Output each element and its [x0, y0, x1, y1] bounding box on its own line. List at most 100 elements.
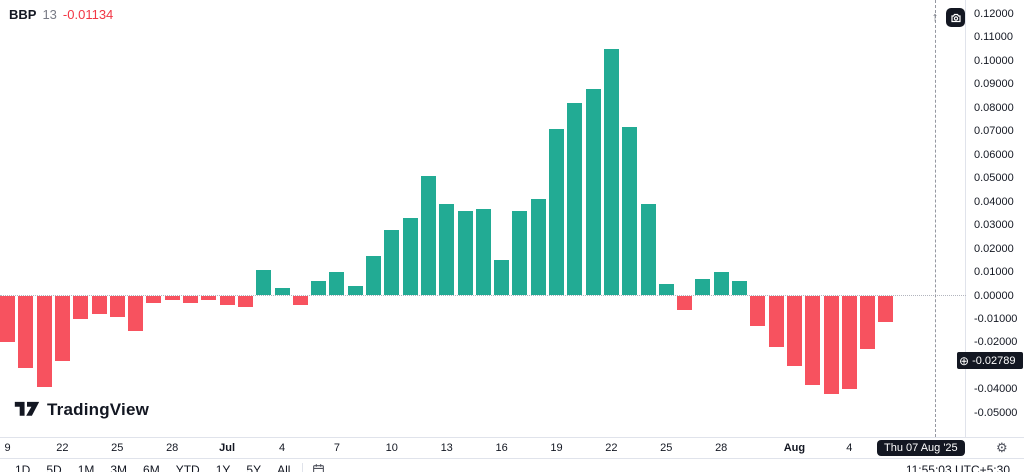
price-crosshair-badge[interactable]: ⊕ -0.02789 — [957, 352, 1023, 370]
histogram-bar — [183, 295, 198, 303]
range-buttons: 1D 5D 1M 3M 6M YTD 1Y 5Y All — [8, 461, 297, 472]
price-axis-label: 0.07000 — [974, 125, 1014, 138]
indicator-period: 13 — [42, 7, 57, 22]
histogram-bar — [603, 49, 619, 296]
range-button-1m[interactable]: 1M — [71, 461, 102, 472]
bottom-toolbar: 1D 5D 1M 3M 6M YTD 1Y 5Y All 11:55:03 UTC+5:30 — [0, 458, 1024, 472]
histogram-bar — [549, 128, 564, 296]
arrow-up-icon[interactable]: ↑ — [931, 9, 939, 24]
histogram-bar — [0, 295, 15, 343]
price-axis-label: -0.04000 — [974, 383, 1018, 396]
histogram-bar — [622, 126, 638, 296]
histogram-bar — [366, 255, 381, 296]
range-button-5d[interactable]: 5D — [39, 461, 68, 472]
time-axis-label: 22 — [56, 442, 69, 454]
session-clock[interactable]: 11:55:03 UTC+5:30 — [905, 463, 1010, 472]
histogram-bar — [91, 295, 107, 315]
histogram-bar — [823, 295, 839, 395]
price-axis-label: 0.00000 — [974, 289, 1014, 302]
tradingview-logo-text: TradingView — [47, 400, 150, 419]
histogram-bar — [384, 229, 400, 296]
histogram-bar — [530, 199, 546, 296]
histogram-bar — [512, 211, 528, 296]
histogram-bar — [750, 295, 766, 326]
histogram-bar — [841, 295, 857, 390]
price-axis-label: -0.05000 — [974, 406, 1018, 419]
toolbar-divider — [302, 463, 304, 472]
histogram-bar — [768, 295, 784, 348]
histogram-bar — [329, 272, 345, 296]
range-button-1y[interactable]: 1Y — [209, 461, 238, 472]
histogram-bar — [109, 295, 125, 317]
histogram-bar — [347, 286, 363, 296]
time-axis-label: 25 — [111, 442, 124, 454]
histogram-bar — [73, 295, 89, 319]
time-axis-label: 19 — [550, 442, 563, 454]
histogram-bar — [36, 295, 52, 387]
tradingview-logo-icon — [14, 401, 40, 416]
time-axis[interactable]: 9 22 25 28 Jul 4 7 10 13 16 19 22 25 28 Aug 4 Thu 07 Au… — [0, 437, 1024, 458]
price-axis-label: 0.08000 — [974, 101, 1014, 114]
histogram-bar — [219, 295, 235, 305]
time-axis-label: 28 — [715, 442, 728, 454]
gear-icon[interactable]: ⚙ — [996, 440, 1008, 455]
time-axis-label: 4 — [278, 442, 286, 454]
price-axis-label: -0.01000 — [974, 312, 1018, 325]
histogram-bar — [860, 295, 876, 350]
time-axis-label: 28 — [166, 442, 179, 454]
zero-price-line — [0, 295, 966, 296]
price-badge-value: -0.02789 — [972, 354, 1016, 367]
crosshair-vertical-line — [935, 0, 936, 437]
time-axis-label: 22 — [605, 442, 618, 454]
range-button-3m[interactable]: 3M — [103, 461, 134, 472]
time-axis-label: 4 — [846, 442, 853, 454]
histogram-bar — [311, 281, 327, 296]
price-axis[interactable]: 0.12000 0.11000 0.10000 0.09000 0.08000 0.070… — [957, 0, 1024, 437]
histogram-bar — [475, 208, 491, 296]
time-axis-label: Aug — [783, 442, 806, 454]
plus-circle-icon[interactable]: ⊕ — [959, 353, 970, 368]
snapshot-button[interactable] — [946, 8, 965, 27]
go-to-date-button[interactable] — [308, 461, 329, 472]
histogram-bar — [164, 295, 180, 301]
date-crosshair-badge: Thu 07 Aug '25 — [877, 440, 965, 456]
histogram-bar — [585, 89, 601, 296]
histogram-bar — [237, 295, 253, 308]
histogram-bar — [878, 295, 894, 323]
calendar-icon — [313, 464, 325, 472]
time-axis-label: 25 — [660, 442, 673, 454]
histogram-bar — [256, 269, 272, 296]
camera-icon — [950, 13, 961, 22]
range-button-all[interactable]: All — [270, 461, 297, 472]
tradingview-logo[interactable]: TradingView — [14, 400, 149, 420]
price-axis-label: -0.02000 — [974, 336, 1018, 349]
price-axis-label: 0.06000 — [974, 148, 1014, 161]
histogram-bar — [54, 295, 70, 362]
price-axis-label: 0.05000 — [974, 172, 1014, 185]
price-axis-label: 0.09000 — [974, 78, 1014, 91]
histogram-bar — [695, 279, 711, 296]
indicator-value: -0.01134 — [62, 7, 114, 22]
indicator-title: BBP — [9, 7, 37, 22]
chart-plot-area[interactable]: BBP 13 -0.01134 ↑ TradingView — [0, 0, 966, 437]
time-axis-label: 16 — [495, 442, 508, 454]
histogram-bar — [567, 103, 583, 296]
histogram-bar — [494, 260, 510, 296]
histogram-bar — [18, 295, 34, 369]
range-button-ytd[interactable]: YTD — [169, 461, 207, 472]
time-axis-label: 7 — [333, 442, 340, 454]
range-button-1d[interactable]: 1D — [8, 461, 37, 472]
time-axis-label: 10 — [385, 442, 398, 454]
time-axis-label: 9 — [4, 442, 11, 454]
histogram-bar — [457, 211, 473, 296]
indicator-legend[interactable]: BBP 13 -0.01134 — [9, 7, 113, 22]
time-axis-label: Jul — [219, 442, 236, 454]
histogram-bar — [658, 283, 674, 296]
histogram-bar — [402, 218, 418, 296]
histogram-bar — [201, 295, 217, 301]
histogram-bar — [713, 272, 729, 296]
range-button-5y[interactable]: 5Y — [239, 461, 268, 472]
histogram-bar — [677, 295, 693, 310]
range-button-6m[interactable]: 6M — [136, 461, 167, 472]
